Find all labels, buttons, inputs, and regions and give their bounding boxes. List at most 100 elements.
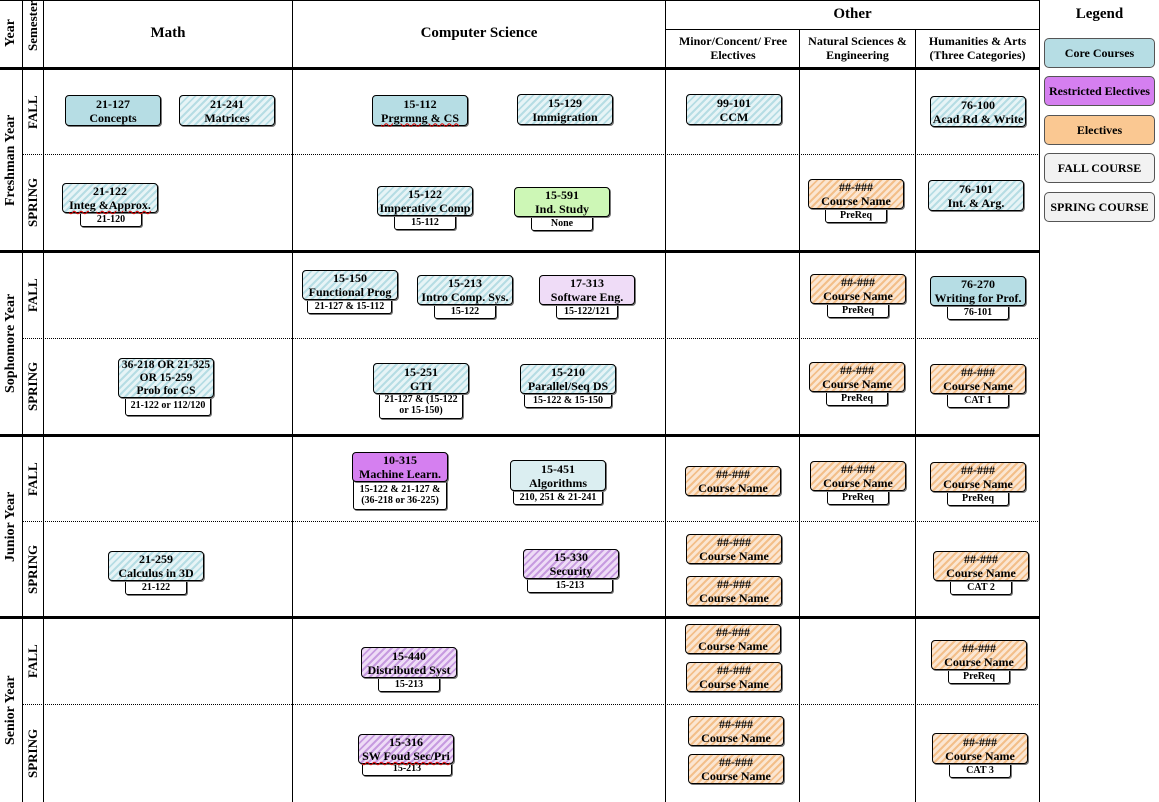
grid-line [0,250,1040,253]
legend-core-courses: Core Courses [1044,38,1155,68]
course-name: Course Name [698,481,768,495]
course-name: Security [549,564,593,578]
course-code: 15-150 [333,271,367,285]
course-name: Course Name [944,655,1014,669]
prereq-box: 21-127 & 15-112 [307,298,392,314]
course-code: 76-100 [961,97,995,112]
course-code: ##-### [716,625,750,639]
course-box: 15-330 Security [523,549,619,579]
course-code: 15-213 [448,276,482,290]
grid-line [0,0,1040,1]
course-code: ##-### [717,663,751,677]
year-header: Year [3,19,18,48]
course-name: Prgrmng & CS [381,110,459,125]
grid-line [799,29,800,802]
course-box: 15-316 SW Foud Sec/Pri [358,734,454,764]
course-code: ##-### [964,552,998,566]
course-code: 99-101 [717,95,751,110]
course-box: ##-### Course Name [933,551,1029,581]
course-name: Imperative Comp [379,201,471,215]
prereq-box: 15-112 [394,214,456,230]
course-name: Prob for CS [136,384,196,397]
course-name: Parallel/Seq DS [527,379,609,393]
semester-label-spring: SPRING [25,544,40,594]
course-name: Calculus in 3D [118,566,194,580]
minor-header: Minor/Concent/ Free Electives [678,33,788,62]
prereq-box: 210, 251 & 21-241 [513,489,603,505]
semester-label-fall: FALL [25,278,40,313]
course-code: 15-316 [389,735,423,749]
grid-line [915,29,916,802]
course-name: Algorithms [529,475,587,490]
course-code: 76-270 [961,277,995,291]
semester-label-spring: SPRING [25,177,40,228]
course-code: 21-241 [210,96,244,111]
course-box: ##-### Course Name [686,534,782,564]
course-code: ##-### [963,734,997,749]
course-code: 36-218 OR 21-325 OR 15-259 [121,358,211,384]
grid-line [1039,0,1040,802]
course-box: 15-210 Parallel/Seq DS [520,364,616,394]
course-code: 15-122 [408,187,442,201]
course-box: ##-### Course Name [808,179,904,209]
prereq-box: 15-122 [434,303,496,319]
course-name: Course Name [823,476,893,490]
course-box: ##-### Course Name [688,754,784,784]
course-code: ##-### [961,463,995,477]
course-name: Ind. Study [534,202,590,216]
legend-electives: Electives [1044,115,1155,145]
course-box: ##-### Course Name [932,733,1028,764]
course-name: Course Name [943,477,1013,491]
course-box: ##-### Course Name [810,461,906,491]
course-code: ##-### [961,365,995,379]
course-name: Course Name [699,549,769,563]
course-code: 15-112 [403,96,437,111]
course-box: ##-### Course Name [685,466,781,496]
course-box: 17-313 Software Eng. [539,275,635,305]
course-code: 10-315 [383,453,417,467]
course-code: 15-210 [551,365,585,379]
course-code: ##-### [962,641,996,655]
year-label-junior: Junior Year [3,491,18,562]
prereq-box: 21-122 [125,579,187,595]
grid-line [22,521,1040,522]
course-box: 76-101 Int. & Arg. [928,180,1024,211]
course-name: Matrices [204,110,250,125]
grid-line [665,29,1040,30]
prereq-box: CAT 2 [950,579,1012,595]
course-box: 15-122 Imperative Comp [377,186,473,216]
year-label-sophomore: Sophomore Year [3,293,18,394]
prereq-box: PreReq [947,490,1009,506]
prereq-box: PreReq [827,489,889,505]
course-box: 15-591 Ind. Study [514,187,610,217]
course-code: ##-### [717,535,751,549]
prereq-box: PreReq [825,207,887,223]
course-name: Concepts [89,110,137,125]
prereq-box: 21-127 & (15-122 or 15-150) [379,391,463,419]
grid-line [22,338,1040,339]
course-box: 21-127 Concepts [65,95,161,126]
course-name: Intro Comp. Sys. [421,290,509,304]
course-box: 15-112 Prgrmng & CS [372,95,468,126]
course-box: ##-### Course Name [810,274,906,304]
cs-header: Computer Science [420,24,538,41]
course-name: CCM [719,109,749,124]
course-name: Machine Learn. [359,467,441,481]
course-code: 15-591 [545,188,579,202]
course-code: 15-440 [392,648,426,663]
math-header: Math [150,24,186,41]
course-code: 21-122 [93,184,127,198]
prereq-box: 15-213 [378,676,440,692]
course-box: ##-### Course Name [930,364,1026,394]
prereq-box: 15-122 & 15-150 [524,392,612,408]
course-name: SW Foud Sec/Pri [362,749,450,763]
course-box: 15-150 Functional Prog [302,270,398,300]
prereq-box: 15-122 & 21-127 & (36-218 or 36-225) [353,479,447,510]
course-box: 99-101 CCM [686,94,782,125]
prereq-box: 21-120 [80,211,142,227]
course-box: 15-251 GTI [373,363,469,394]
course-code: ##-### [717,577,751,591]
grid-line [292,0,293,802]
course-name: Integ &Approx. [69,198,151,212]
course-code: ##-### [719,717,753,731]
